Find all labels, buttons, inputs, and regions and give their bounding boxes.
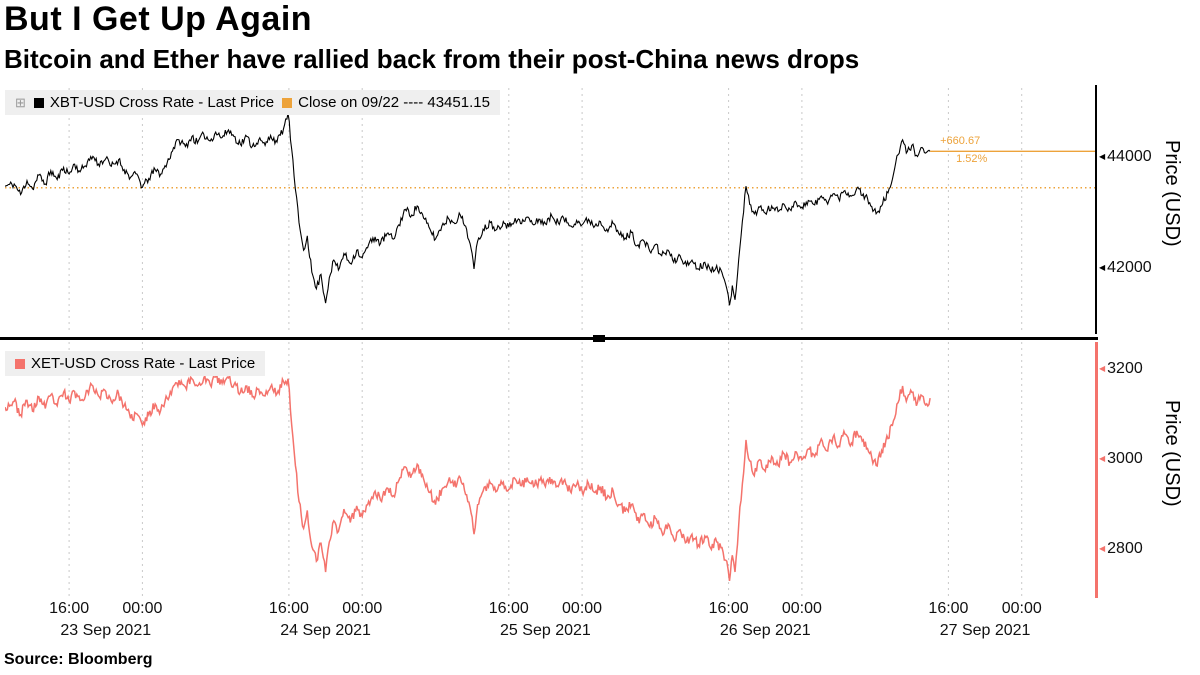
bottom-right-axis-line: [1095, 342, 1098, 598]
x-axis-time-label: 16:00: [488, 600, 529, 617]
x-axis-time-label: 00:00: [562, 600, 603, 617]
source-note: Source: Bloomberg: [4, 651, 153, 668]
xbt-series-label: XBT-USD Cross Rate - Last Price: [49, 94, 275, 111]
y-axis-tick-label: ◀ 2800: [1099, 539, 1143, 557]
x-axis-time-label: 16:00: [49, 600, 90, 617]
y-axis-tick-label: ◀ 3200: [1099, 359, 1143, 377]
legend-item-xet[interactable]: XET-USD Cross Rate - Last Price: [15, 355, 255, 372]
panel-divider: [0, 337, 1098, 340]
x-axis-date-label: 26 Sep 2021: [719, 622, 811, 639]
tick-arrow-icon: ◀: [1099, 543, 1106, 553]
legend-top: ⊞ XBT-USD Cross Rate - Last Price Close …: [5, 90, 500, 115]
x-axis-date-label: 24 Sep 2021: [280, 622, 371, 639]
x-axis-time-label: 16:00: [708, 600, 749, 617]
top-right-axis-line: [1095, 85, 1097, 334]
top-y-axis-title: Price (USD): [1161, 140, 1183, 247]
x-axis-date-label: 27 Sep 2021: [939, 622, 1031, 639]
x-axis-time-label: 00:00: [122, 600, 163, 617]
grid-icon: ⊞: [15, 95, 26, 110]
eth-price-panel: [5, 342, 1023, 598]
btc-price-panel: [5, 88, 1095, 334]
x-axis-time-label: 16:00: [928, 600, 969, 617]
eth-price-line: [5, 372, 931, 581]
xet-series-label: XET-USD Cross Rate - Last Price: [31, 355, 256, 372]
x-axis-time-label: 00:00: [1001, 600, 1042, 617]
btc-price-line: [5, 113, 931, 306]
tick-arrow-icon: ◀: [1099, 262, 1106, 272]
bottom-y-axis-title: Price (USD): [1161, 400, 1183, 507]
chart-subtitle: Bitcoin and Ether have rallied back from…: [4, 44, 860, 74]
xbt-series-swatch: [33, 97, 44, 108]
y-axis-tick-label: ◀ 42000: [1099, 258, 1152, 276]
legend-item-xbt[interactable]: XBT-USD Cross Rate - Last Price: [33, 94, 275, 111]
x-axis-date-label: 25 Sep 2021: [500, 622, 591, 639]
legend-item-close[interactable]: Close on 09/22 ---- 43451.15: [282, 94, 490, 111]
x-axis-date-label: 23 Sep 2021: [60, 622, 152, 639]
x-axis-time-label: 16:00: [268, 600, 309, 617]
legend-bottom: XET-USD Cross Rate - Last Price: [5, 351, 266, 376]
tick-arrow-icon: ◀: [1099, 453, 1106, 463]
x-axis-time-label: 00:00: [781, 600, 822, 617]
chart-title: But I Get Up Again: [4, 0, 313, 38]
tick-arrow-icon: ◀: [1099, 152, 1106, 162]
close-line-label: Close on 09/22 ---- 43451.15: [298, 94, 490, 111]
y-axis-tick-label: ◀ 44000: [1099, 148, 1152, 166]
tick-arrow-icon: ◀: [1099, 363, 1106, 373]
close-line-swatch: [282, 97, 293, 108]
y-axis-tick-label: ◀ 3000: [1099, 449, 1143, 467]
x-axis-time-label: 00:00: [342, 600, 383, 617]
panel-resize-handle[interactable]: [593, 335, 605, 342]
xet-series-swatch: [15, 358, 25, 369]
